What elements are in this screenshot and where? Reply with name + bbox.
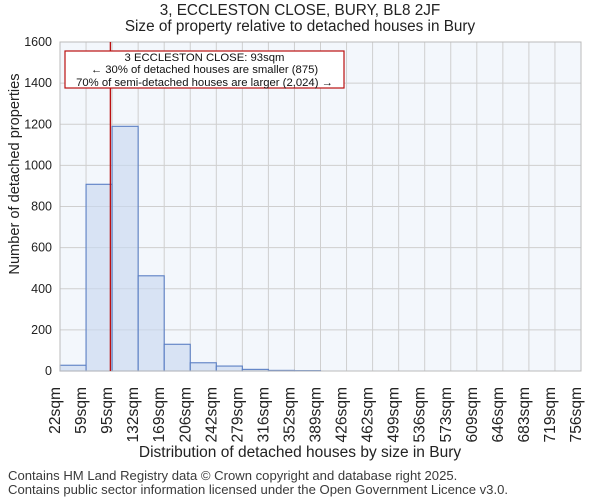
svg-text:1400: 1400	[24, 76, 52, 90]
svg-text:756sqm: 756sqm	[568, 387, 585, 442]
svg-text:646sqm: 646sqm	[490, 387, 507, 442]
svg-text:800: 800	[31, 200, 52, 214]
svg-text:462sqm: 462sqm	[360, 387, 377, 442]
svg-text:0: 0	[45, 364, 52, 378]
svg-text:719sqm: 719sqm	[542, 387, 559, 442]
svg-text:389sqm: 389sqm	[308, 387, 325, 442]
svg-text:59sqm: 59sqm	[73, 387, 90, 434]
svg-text:499sqm: 499sqm	[386, 387, 403, 442]
svg-text:1000: 1000	[24, 158, 52, 172]
svg-text:22sqm: 22sqm	[47, 387, 64, 434]
svg-text:1600: 1600	[24, 35, 52, 49]
svg-text:200: 200	[31, 323, 52, 337]
svg-text:206sqm: 206sqm	[177, 387, 194, 442]
svg-text:400: 400	[31, 282, 52, 296]
svg-text:95sqm: 95sqm	[99, 387, 116, 434]
svg-text:573sqm: 573sqm	[438, 387, 455, 442]
svg-text:426sqm: 426sqm	[334, 387, 351, 442]
svg-text:169sqm: 169sqm	[151, 387, 168, 442]
svg-text:316sqm: 316sqm	[255, 387, 272, 442]
svg-text:352sqm: 352sqm	[281, 387, 298, 442]
svg-text:600: 600	[31, 241, 52, 255]
svg-text:242sqm: 242sqm	[203, 387, 220, 442]
svg-text:609sqm: 609sqm	[464, 387, 481, 442]
svg-text:279sqm: 279sqm	[229, 387, 246, 442]
svg-text:683sqm: 683sqm	[516, 387, 533, 442]
svg-text:536sqm: 536sqm	[412, 387, 429, 442]
svg-text:132sqm: 132sqm	[125, 387, 142, 442]
svg-text:1200: 1200	[24, 117, 52, 131]
